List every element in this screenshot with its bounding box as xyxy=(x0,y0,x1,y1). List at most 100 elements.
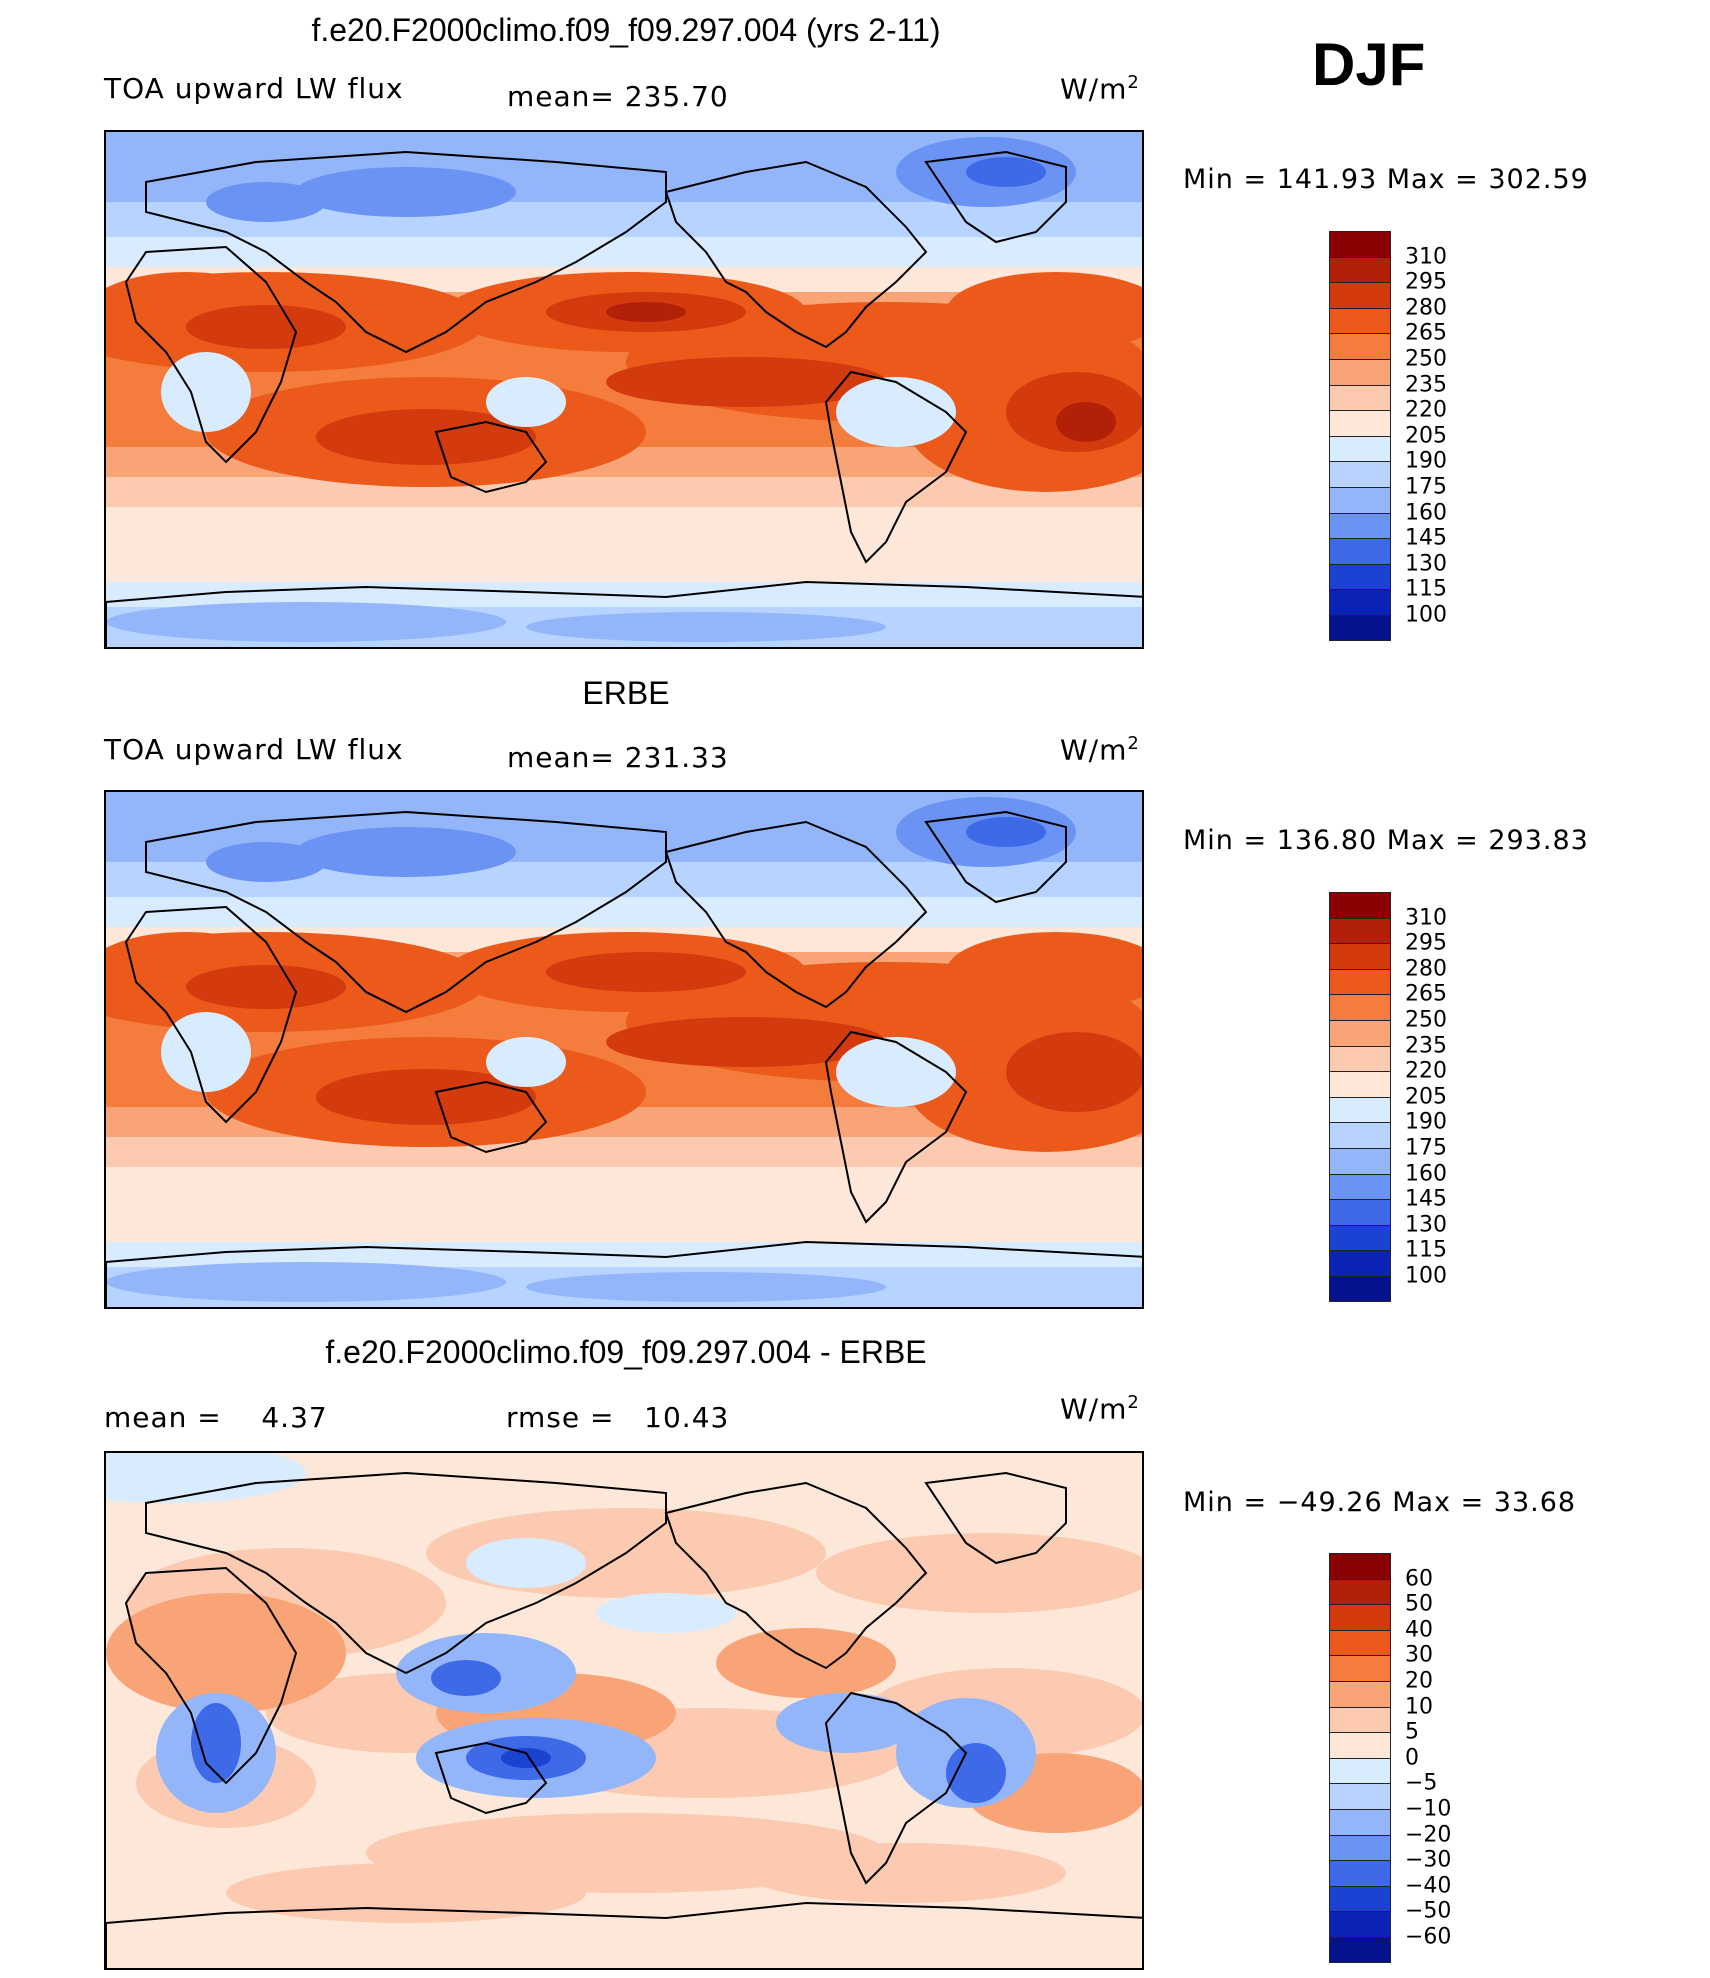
coastline xyxy=(434,1080,548,1154)
colorbar-swatch xyxy=(1329,1096,1391,1123)
field-contour xyxy=(526,1272,886,1302)
panel-title-obs: ERBE xyxy=(582,675,670,711)
colorbar-tick-label: 310 xyxy=(1405,244,1447,270)
colorbar-swatch xyxy=(1329,1809,1391,1835)
colorbar-swatch xyxy=(1329,968,1391,995)
colorbar-tick-label: 280 xyxy=(1405,295,1447,321)
field-contour xyxy=(206,842,326,882)
mean-label-diff: mean = 4.37 xyxy=(104,1401,328,1434)
colorbar-swatch xyxy=(1329,1224,1391,1251)
colorbar-tick-label: 100 xyxy=(1405,602,1447,628)
coastline xyxy=(824,370,968,564)
field-contour xyxy=(106,1453,306,1503)
colorbar-swatch xyxy=(1329,1148,1391,1174)
colorbar-model xyxy=(1329,231,1391,641)
colorbar-tick-label: 0 xyxy=(1405,1745,1419,1771)
field-contour xyxy=(161,1012,251,1092)
colorbar-swatch xyxy=(1329,512,1391,539)
colorbar-tick-label: 220 xyxy=(1405,397,1447,423)
colorbar-swatch xyxy=(1329,307,1391,334)
colorbar-tick-label: 5 xyxy=(1405,1719,1419,1745)
field-contour xyxy=(106,1262,506,1302)
colorbar-swatch xyxy=(1329,1732,1391,1758)
colorbar-tick-label: 130 xyxy=(1405,551,1447,577)
colorbar-swatch xyxy=(1329,1578,1391,1605)
minmax-label-obs: Min = 136.80 Max = 293.83 xyxy=(1183,825,1589,856)
colorbar-tick-label: 310 xyxy=(1405,905,1447,931)
colorbar-tick-label: −50 xyxy=(1405,1898,1452,1924)
colorbar-swatch xyxy=(1329,994,1391,1020)
colorbar-swatch xyxy=(1329,1020,1391,1046)
colorbar-tick-label: 190 xyxy=(1405,448,1447,474)
field-contour xyxy=(946,1743,1006,1803)
coastline xyxy=(145,150,667,354)
field-band xyxy=(106,237,1142,267)
field-contour xyxy=(596,1593,736,1633)
rmse-label-diff: rmse = 10.43 xyxy=(506,1401,730,1434)
colorbar-tick-label: −20 xyxy=(1405,1822,1452,1848)
colorbar-swatch xyxy=(1329,892,1391,918)
colorbar-swatch xyxy=(1329,1276,1391,1302)
field-contour xyxy=(161,352,251,432)
field-contour xyxy=(191,1703,241,1783)
map-model xyxy=(104,130,1144,649)
colorbar-tick-label: 190 xyxy=(1405,1109,1447,1135)
colorbar-swatch xyxy=(1329,615,1391,641)
coastline xyxy=(434,1741,548,1815)
colorbar-swatch xyxy=(1329,589,1391,615)
colorbar-swatch xyxy=(1329,1553,1391,1579)
map-diff xyxy=(104,1451,1144,1970)
colorbar-obs xyxy=(1329,892,1391,1302)
variable-label-obs: TOA upward LW flux xyxy=(104,733,404,766)
coastline xyxy=(924,810,1067,904)
coastline xyxy=(824,1030,968,1224)
colorbar-swatch xyxy=(1329,1860,1391,1886)
field-contour xyxy=(966,157,1046,187)
field-contour xyxy=(501,1748,551,1768)
colorbar-swatch xyxy=(1329,1885,1391,1912)
field-contour xyxy=(296,827,516,877)
field-contour xyxy=(1056,402,1116,442)
colorbar-swatch xyxy=(1329,1045,1391,1072)
colorbar-swatch xyxy=(1329,917,1391,944)
colorbar-swatch xyxy=(1329,461,1391,487)
field-contour xyxy=(606,357,886,407)
colorbar-tick-label: −40 xyxy=(1405,1873,1452,1899)
colorbar-swatch xyxy=(1329,231,1391,257)
field-contour xyxy=(486,377,566,427)
colorbar-tick-label: 295 xyxy=(1405,930,1447,956)
field-contour xyxy=(186,305,346,349)
field-band xyxy=(106,477,1142,507)
colorbar-swatch xyxy=(1329,1629,1391,1656)
colorbar-swatch xyxy=(1329,1783,1391,1809)
colorbar-swatch xyxy=(1329,1911,1391,1937)
colorbar-tick-label: 115 xyxy=(1405,1237,1447,1263)
colorbar-swatch xyxy=(1329,435,1391,462)
field-contour xyxy=(106,602,506,642)
colorbar-swatch xyxy=(1329,1122,1391,1148)
variable-label-model: TOA upward LW flux xyxy=(104,72,404,105)
coastline xyxy=(824,1691,968,1885)
coastline xyxy=(106,1240,1142,1307)
units-label-obs: W/m2 xyxy=(1060,733,1140,767)
mean-label-obs: mean= 231.33 xyxy=(507,741,729,774)
field-contour xyxy=(836,1037,956,1107)
colorbar-tick-label: 205 xyxy=(1405,1084,1447,1110)
colorbar-tick-label: 250 xyxy=(1405,346,1447,372)
colorbar-swatch xyxy=(1329,1071,1391,1097)
panel-title-model: f.e20.F2000climo.f09_f09.297.004 (yrs 2-… xyxy=(311,12,941,48)
coastline xyxy=(664,160,928,349)
coastline xyxy=(124,245,298,464)
coastline xyxy=(124,905,298,1124)
coastline xyxy=(664,1481,928,1670)
colorbar-swatch xyxy=(1329,1250,1391,1276)
field-contour xyxy=(746,1843,1066,1903)
colorbar-tick-label: 235 xyxy=(1405,1033,1447,1059)
colorbar-swatch xyxy=(1329,538,1391,564)
season-label: DJF xyxy=(1312,31,1426,98)
field-contour xyxy=(816,1533,1142,1613)
coastline xyxy=(106,580,1142,647)
colorbar-tick-label: 145 xyxy=(1405,525,1447,551)
field-band xyxy=(106,507,1142,582)
field-contour xyxy=(206,182,326,222)
